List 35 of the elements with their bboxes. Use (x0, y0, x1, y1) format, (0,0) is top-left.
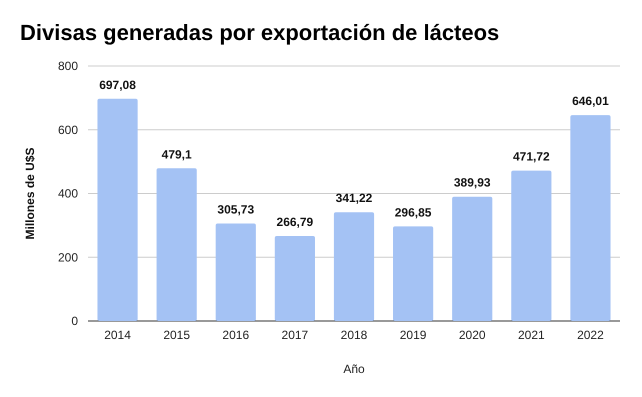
data-label: 697,08 (99, 78, 136, 92)
bar (156, 168, 197, 321)
data-label: 389,93 (454, 176, 491, 190)
bar (216, 224, 256, 321)
y-axis-title: Millones de U$S (23, 147, 37, 240)
data-label: 479,1 (162, 147, 192, 162)
bar (97, 98, 138, 321)
bar (274, 236, 315, 321)
data-label: 646,01 (572, 94, 610, 108)
bar (511, 170, 552, 321)
y-tick-label: 600 (58, 122, 78, 137)
data-label: 305,73 (217, 202, 254, 217)
y-tick-label: 200 (58, 250, 78, 264)
x-tick-label: 2016 (222, 328, 250, 342)
data-label: 296,85 (394, 205, 432, 220)
x-tick-label: 2020 (458, 328, 486, 342)
y-tick-label: 0 (71, 314, 78, 328)
y-tick-label: 800 (58, 59, 78, 74)
x-tick-label: 2021 (518, 328, 546, 342)
bar (452, 196, 492, 321)
data-label: 266,79 (276, 214, 314, 229)
x-tick-label: 2014 (104, 328, 132, 342)
x-tick-label: 2017 (282, 328, 309, 342)
bar (570, 115, 611, 321)
data-label: 471,72 (512, 150, 550, 164)
data-label: 341,22 (336, 191, 373, 206)
bar (393, 226, 434, 321)
x-tick-label: 2018 (340, 328, 368, 342)
bar (334, 212, 374, 321)
x-tick-label: 2022 (577, 328, 604, 342)
y-tick-label: 400 (58, 186, 78, 201)
chart-title: Divisas generadas por exportación de lácteos (20, 20, 500, 45)
x-tick-label: 2019 (400, 328, 427, 342)
x-axis-title: Año (343, 362, 365, 376)
x-tick-label: 2015 (163, 328, 190, 342)
